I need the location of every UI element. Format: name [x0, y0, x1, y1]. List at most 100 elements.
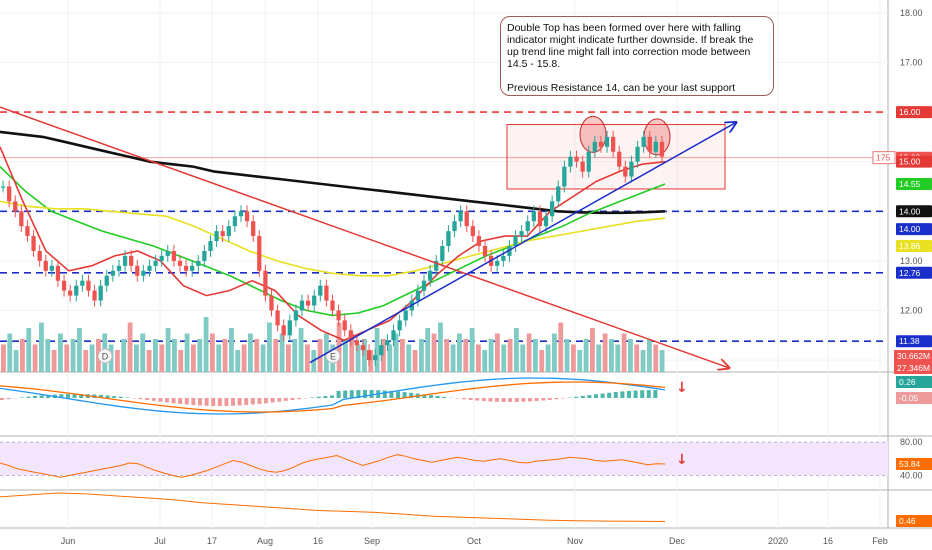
- macd-histogram-bar: [488, 398, 493, 402]
- macd-histogram-bar: [204, 398, 209, 406]
- candle-body: [25, 226, 30, 237]
- volume-bar: [640, 350, 646, 372]
- volume-bar: [172, 339, 177, 372]
- candle-body: [287, 320, 292, 336]
- macd-histogram-bar: [389, 390, 394, 398]
- volume-bar: [609, 339, 614, 372]
- candle-body: [238, 211, 244, 217]
- annotation-support-text: Previous Resistance 14, can be your last…: [507, 82, 736, 94]
- zone-rectangle: [506, 123, 726, 190]
- candle-body: [293, 310, 299, 321]
- price-tag-label: 13.86: [899, 241, 921, 251]
- candle-body: [196, 260, 201, 266]
- volume-bar: [89, 344, 95, 372]
- macd-histogram-bar: [541, 398, 546, 401]
- macd-histogram-bar: [39, 395, 44, 398]
- macd-histogram-bar: [633, 390, 638, 398]
- candle-body: [379, 345, 384, 356]
- volume-bar: [286, 344, 291, 372]
- candle-body: [385, 340, 390, 346]
- price-axis: 18.0017.0016.0015.0014.0013.0012.0011.00…: [872, 8, 932, 527]
- macd-histogram-bar: [462, 398, 466, 400]
- volume-bar: [501, 344, 507, 372]
- macd-histogram-bar: [138, 398, 143, 400]
- candle-body: [434, 260, 439, 271]
- macd-histogram-bar: [46, 394, 51, 398]
- macd-histogram-bar: [66, 394, 70, 398]
- volume-bar: [20, 339, 25, 372]
- candle-body: [470, 226, 475, 237]
- macd-histogram-bar: [521, 398, 526, 402]
- macd-histogram-bar: [396, 391, 400, 398]
- candle-body: [525, 221, 530, 232]
- volume-bar: [140, 333, 146, 372]
- volume-bar: [254, 339, 260, 372]
- volume-bar: [279, 333, 285, 372]
- volume-bar: [77, 328, 82, 372]
- volume-bar: [634, 344, 640, 372]
- volume-bar: [273, 339, 279, 372]
- candle-body: [68, 290, 73, 296]
- candle-body: [208, 241, 213, 251]
- candle-body: [611, 136, 616, 152]
- macd-histogram-bar: [257, 398, 262, 404]
- volume-bar: [235, 350, 241, 372]
- candles: [0, 130, 665, 367]
- volume-bar: [343, 339, 348, 372]
- candle-body: [177, 260, 183, 266]
- macd-histogram-bar: [33, 396, 37, 398]
- candle-body: [397, 320, 402, 331]
- candle-body: [501, 255, 506, 261]
- candle-body: [202, 250, 207, 261]
- candle-body: [348, 330, 353, 341]
- macd-histogram-bar: [580, 395, 585, 398]
- macd-histogram-bar: [356, 390, 361, 398]
- candle-body: [269, 295, 274, 311]
- candle-body: [580, 161, 585, 172]
- volume-bar: [355, 344, 361, 372]
- volume-bar: [431, 333, 437, 372]
- rsi-tag-label: 53.84: [899, 459, 921, 469]
- macd-histogram-bar: [112, 396, 117, 398]
- candle-body: [458, 211, 463, 222]
- volume-bar: [260, 344, 266, 372]
- macd-down-arrow-icon: ↓: [676, 380, 688, 396]
- candle-body: [281, 325, 286, 336]
- volume-bar: [165, 328, 171, 372]
- volume-bar: [210, 333, 215, 372]
- macd-histogram-bar: [653, 390, 658, 398]
- candle-body: [403, 310, 408, 321]
- candle-body: [13, 201, 18, 212]
- volume-bar: [121, 339, 127, 372]
- volume-bar: [1, 344, 6, 372]
- candle-body: [220, 231, 225, 237]
- volume-bar: [292, 339, 298, 372]
- volume-bar: [514, 328, 519, 372]
- rsi-band: [0, 442, 888, 476]
- macd-histogram-bar: [99, 394, 103, 398]
- candle-body: [366, 350, 372, 361]
- candle-body: [37, 250, 42, 261]
- time-tick-label: Jun: [61, 536, 76, 546]
- candle-body: [135, 265, 140, 276]
- macd-histogram-bar: [508, 398, 513, 402]
- candle-body: [0, 186, 6, 188]
- price-tag: [896, 335, 932, 348]
- candle-body: [214, 231, 219, 242]
- volume-bar: [70, 339, 76, 372]
- volume-bar: [539, 350, 545, 372]
- volume-bar: [564, 339, 570, 372]
- time-tick-label: Dec: [669, 536, 686, 546]
- volume-tag: [894, 350, 932, 362]
- candle-body: [574, 156, 579, 162]
- volume-bar: [32, 344, 38, 372]
- macd-histogram-bar: [468, 398, 473, 400]
- macd-histogram-bar: [277, 398, 282, 402]
- volume-bar: [571, 344, 576, 372]
- macd-tag: [896, 392, 932, 404]
- macd-histogram-bar: [0, 398, 4, 400]
- candle-body: [49, 265, 54, 271]
- candle-body: [373, 355, 378, 361]
- volume-bar: [507, 339, 513, 372]
